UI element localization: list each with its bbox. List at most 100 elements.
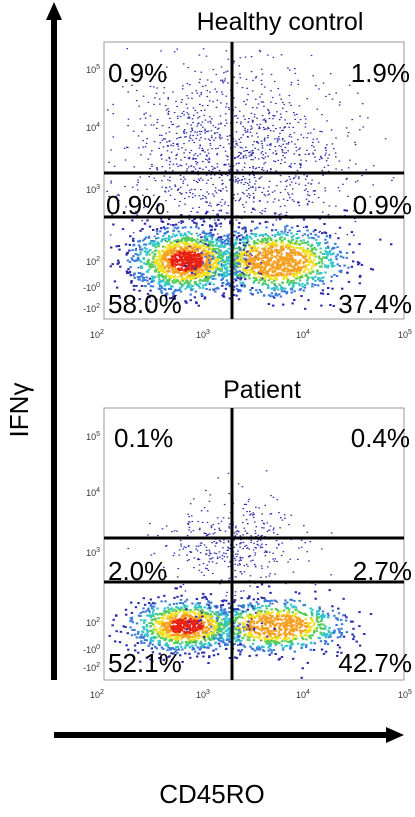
event-dot	[290, 624, 293, 626]
event-dot	[228, 523, 231, 525]
event-dot	[259, 262, 263, 265]
event-dot	[330, 129, 333, 131]
event-dot	[212, 183, 214, 186]
event-dot	[252, 559, 254, 561]
event-dot	[235, 556, 238, 558]
event-dot	[128, 260, 132, 263]
event-dot	[184, 156, 186, 158]
event-dot	[310, 641, 313, 644]
event-dot	[322, 82, 325, 84]
event-dot	[292, 657, 295, 660]
event-dot	[164, 190, 166, 192]
event-dot	[238, 179, 241, 181]
event-dot	[228, 517, 230, 519]
event-dot	[298, 183, 300, 185]
event-dot	[139, 229, 142, 232]
event-dot	[307, 299, 310, 302]
event-dot	[272, 115, 274, 117]
event-dot	[161, 245, 165, 248]
event-dot	[285, 185, 288, 187]
event-dot	[362, 126, 365, 128]
event-dot	[189, 503, 192, 505]
event-dot	[211, 619, 214, 622]
event-dot	[254, 157, 256, 159]
event-dot	[245, 146, 247, 148]
event-dot	[290, 252, 293, 255]
event-dot	[167, 267, 170, 270]
event-dot	[143, 250, 146, 253]
event-dot	[175, 613, 178, 616]
event-dot	[133, 276, 136, 279]
event-dot	[193, 269, 196, 272]
event-dot	[337, 237, 340, 240]
event-dot	[155, 249, 158, 252]
event-dot	[160, 155, 162, 157]
event-dot	[288, 254, 291, 257]
event-dot	[163, 175, 166, 177]
event-dot	[152, 241, 155, 244]
event-dot	[285, 152, 288, 154]
event-dot	[264, 161, 267, 164]
event-dot	[244, 154, 247, 156]
event-dot	[225, 595, 228, 597]
event-dot	[252, 277, 256, 279]
event-dot	[278, 199, 280, 201]
event-dot	[280, 249, 283, 252]
event-dot	[270, 513, 273, 515]
event-dot	[180, 255, 183, 258]
event-dot	[312, 270, 315, 273]
event-dot	[278, 622, 281, 625]
event-dot	[130, 611, 134, 614]
event-dot	[333, 247, 336, 250]
event-dot	[285, 211, 288, 213]
event-dot	[282, 143, 284, 145]
event-dot	[220, 190, 222, 192]
event-dot	[258, 126, 260, 128]
event-dot	[272, 266, 275, 269]
event-dot	[314, 160, 317, 162]
event-dot	[233, 60, 235, 62]
event-dot	[208, 248, 211, 250]
event-dot	[185, 259, 188, 262]
event-dot	[198, 206, 200, 208]
event-dot	[204, 109, 206, 111]
event-dot	[170, 245, 174, 248]
event-dot	[137, 630, 140, 633]
event-dot	[258, 617, 261, 620]
event-dot	[184, 616, 187, 619]
event-dot	[236, 262, 239, 265]
event-dot	[252, 166, 254, 168]
event-dot	[189, 274, 193, 276]
event-dot	[137, 135, 140, 137]
event-dot	[250, 270, 254, 273]
event-dot	[240, 274, 243, 277]
event-dot	[279, 265, 283, 268]
event-dot	[251, 153, 253, 155]
event-dot	[194, 265, 197, 268]
event-dot	[254, 147, 256, 149]
event-dot	[276, 499, 279, 501]
event-dot	[168, 603, 171, 606]
event-dot	[309, 541, 311, 543]
event-dot	[193, 221, 196, 224]
event-dot	[312, 152, 314, 154]
event-dot	[240, 137, 242, 139]
x-tick-label: 105	[398, 329, 412, 340]
event-dot	[250, 211, 253, 214]
event-dot	[298, 243, 301, 245]
event-dot	[288, 617, 291, 620]
y-tick-label: 104	[86, 122, 100, 133]
event-dot	[156, 245, 160, 248]
event-dot	[269, 602, 272, 605]
event-dot	[239, 281, 242, 284]
event-dot	[205, 615, 208, 618]
event-dot	[225, 122, 228, 124]
event-dot	[149, 598, 152, 601]
event-dot	[208, 288, 211, 291]
event-dot	[221, 199, 224, 201]
event-dot	[197, 271, 200, 274]
event-dot	[178, 269, 181, 272]
event-dot	[294, 251, 297, 254]
event-dot	[151, 261, 154, 264]
event-dot	[371, 268, 375, 271]
